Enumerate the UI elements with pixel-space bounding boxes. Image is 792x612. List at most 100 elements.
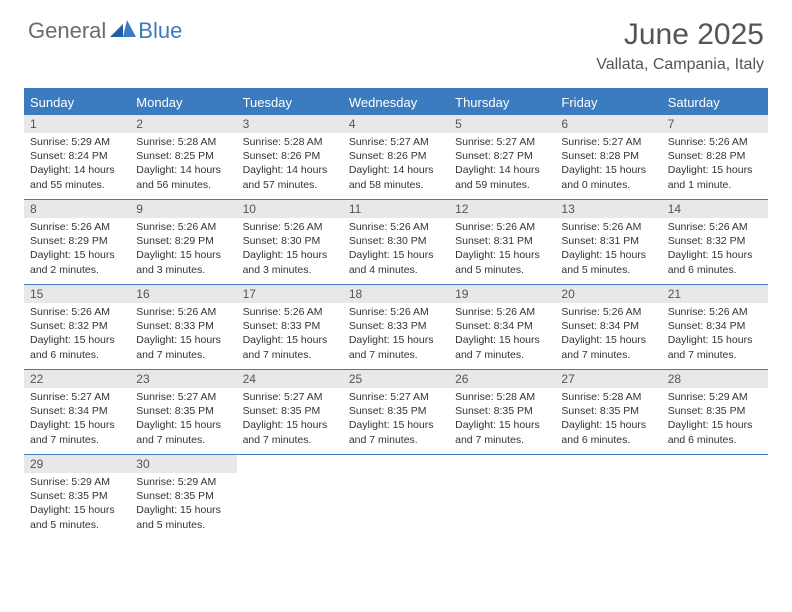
sunrise-text: Sunrise: 5:26 AM <box>30 220 124 234</box>
day-body: Sunrise: 5:26 AMSunset: 8:33 PMDaylight:… <box>343 303 449 368</box>
day-body: Sunrise: 5:26 AMSunset: 8:34 PMDaylight:… <box>662 303 768 368</box>
sunset-text: Sunset: 8:32 PM <box>30 319 124 333</box>
daylight-text: Daylight: 14 hours and 57 minutes. <box>243 163 337 191</box>
day-number: 1 <box>24 115 130 133</box>
day-body: Sunrise: 5:26 AMSunset: 8:32 PMDaylight:… <box>662 218 768 283</box>
sunset-text: Sunset: 8:28 PM <box>561 149 655 163</box>
sunset-text: Sunset: 8:35 PM <box>455 404 549 418</box>
day-body: Sunrise: 5:26 AMSunset: 8:32 PMDaylight:… <box>24 303 130 368</box>
sunrise-text: Sunrise: 5:26 AM <box>455 220 549 234</box>
day-header: Saturday <box>662 90 768 115</box>
day-number: 23 <box>130 370 236 388</box>
daylight-text: Daylight: 15 hours and 5 minutes. <box>455 248 549 276</box>
day-cell: 7Sunrise: 5:26 AMSunset: 8:28 PMDaylight… <box>662 115 768 199</box>
daylight-text: Daylight: 14 hours and 56 minutes. <box>136 163 230 191</box>
day-body: Sunrise: 5:27 AMSunset: 8:35 PMDaylight:… <box>130 388 236 453</box>
daylight-text: Daylight: 14 hours and 55 minutes. <box>30 163 124 191</box>
sunset-text: Sunset: 8:32 PM <box>668 234 762 248</box>
daylight-text: Daylight: 15 hours and 7 minutes. <box>243 333 337 361</box>
sunset-text: Sunset: 8:35 PM <box>136 489 230 503</box>
day-number: 30 <box>130 455 236 473</box>
day-body: Sunrise: 5:26 AMSunset: 8:30 PMDaylight:… <box>237 218 343 283</box>
day-cell: 24Sunrise: 5:27 AMSunset: 8:35 PMDayligh… <box>237 370 343 454</box>
title-block: June 2025 Vallata, Campania, Italy <box>596 18 764 74</box>
day-header: Sunday <box>24 90 130 115</box>
day-cell: 30Sunrise: 5:29 AMSunset: 8:35 PMDayligh… <box>130 455 236 539</box>
logo: General Blue <box>28 18 182 44</box>
day-body: Sunrise: 5:28 AMSunset: 8:25 PMDaylight:… <box>130 133 236 198</box>
day-cell: 14Sunrise: 5:26 AMSunset: 8:32 PMDayligh… <box>662 200 768 284</box>
day-cell: 12 Sunrise: 5:26 AMSunset: 8:31 PMDayligh… <box>449 200 555 284</box>
daylight-text: Daylight: 15 hours and 7 minutes. <box>561 333 655 361</box>
day-cell: 20Sunrise: 5:26 AMSunset: 8:34 PMDayligh… <box>555 285 661 369</box>
sunrise-text: Sunrise: 5:26 AM <box>668 305 762 319</box>
day-number: 21 <box>662 285 768 303</box>
day-body: Sunrise: 5:28 AMSunset: 8:35 PMDaylight:… <box>449 388 555 453</box>
sunrise-text: Sunrise: 5:26 AM <box>668 135 762 149</box>
day-body: Sunrise: 5:26 AMSunset: 8:33 PMDaylight:… <box>130 303 236 368</box>
sunset-text: Sunset: 8:30 PM <box>349 234 443 248</box>
day-number: 13 <box>555 200 661 218</box>
sunrise-text: Sunrise: 5:27 AM <box>455 135 549 149</box>
day-cell: 25Sunrise: 5:27 AMSunset: 8:35 PMDayligh… <box>343 370 449 454</box>
sunset-text: Sunset: 8:24 PM <box>30 149 124 163</box>
logo-mark-icon <box>110 20 136 43</box>
day-cell: 6 Sunrise: 5:27 AMSunset: 8:28 PMDaylight… <box>555 115 661 199</box>
sunrise-text: Sunrise: 5:26 AM <box>243 220 337 234</box>
sunrise-text: Sunrise: 5:27 AM <box>561 135 655 149</box>
day-number: 16 <box>130 285 236 303</box>
sunset-text: Sunset: 8:31 PM <box>455 234 549 248</box>
day-body: Sunrise: 5:27 AMSunset: 8:26 PMDaylight:… <box>343 133 449 198</box>
day-body: Sunrise: 5:29 AMSunset: 8:35 PMDaylight:… <box>662 388 768 453</box>
sunset-text: Sunset: 8:28 PM <box>668 149 762 163</box>
sunset-text: Sunset: 8:34 PM <box>30 404 124 418</box>
sunrise-text: Sunrise: 5:27 AM <box>349 390 443 404</box>
daylight-text: Daylight: 15 hours and 3 minutes. <box>243 248 337 276</box>
sunset-text: Sunset: 8:31 PM <box>561 234 655 248</box>
day-number: 28 <box>662 370 768 388</box>
daylight-text: Daylight: 15 hours and 1 minute. <box>668 163 762 191</box>
day-cell: 5Sunrise: 5:27 AMSunset: 8:27 PMDaylight… <box>449 115 555 199</box>
sunrise-text: Sunrise: 5:26 AM <box>243 305 337 319</box>
daylight-text: Daylight: 15 hours and 5 minutes. <box>561 248 655 276</box>
sunrise-text: Sunrise: 5:27 AM <box>30 390 124 404</box>
day-cell: 21Sunrise: 5:26 AMSunset: 8:34 PMDayligh… <box>662 285 768 369</box>
sunset-text: Sunset: 8:25 PM <box>136 149 230 163</box>
day-cell: 28Sunrise: 5:29 AMSunset: 8:35 PMDayligh… <box>662 370 768 454</box>
sunrise-text: Sunrise: 5:26 AM <box>561 305 655 319</box>
day-header: Thursday <box>449 90 555 115</box>
day-header-row: SundayMondayTuesdayWednesdayThursdayFrid… <box>24 90 768 115</box>
week-row: 15Sunrise: 5:26 AMSunset: 8:32 PMDayligh… <box>24 285 768 370</box>
sunrise-text: Sunrise: 5:28 AM <box>561 390 655 404</box>
day-number: 4 <box>343 115 449 133</box>
day-cell: 26Sunrise: 5:28 AMSunset: 8:35 PMDayligh… <box>449 370 555 454</box>
day-number: 22 <box>24 370 130 388</box>
day-header: Monday <box>130 90 236 115</box>
sunrise-text: Sunrise: 5:27 AM <box>243 390 337 404</box>
weeks-container: 1Sunrise: 5:29 AMSunset: 8:24 PMDaylight… <box>24 115 768 539</box>
day-body: Sunrise: 5:28 AMSunset: 8:26 PMDaylight:… <box>237 133 343 198</box>
day-number: 12 <box>449 200 555 218</box>
day-cell: 10Sunrise: 5:26 AMSunset: 8:30 PMDayligh… <box>237 200 343 284</box>
day-body: Sunrise: 5:26 AMSunset: 8:29 PMDaylight:… <box>24 218 130 283</box>
daylight-text: Daylight: 15 hours and 5 minutes. <box>136 503 230 531</box>
day-number: 9 <box>130 200 236 218</box>
daylight-text: Daylight: 15 hours and 0 minutes. <box>561 163 655 191</box>
day-number: 26 <box>449 370 555 388</box>
daylight-text: Daylight: 14 hours and 59 minutes. <box>455 163 549 191</box>
day-number: 5 <box>449 115 555 133</box>
day-number: 17 <box>237 285 343 303</box>
calendar: SundayMondayTuesdayWednesdayThursdayFrid… <box>24 88 768 539</box>
day-body: Sunrise: 5:29 AMSunset: 8:35 PMDaylight:… <box>130 473 236 538</box>
sunrise-text: Sunrise: 5:26 AM <box>561 220 655 234</box>
sunrise-text: Sunrise: 5:28 AM <box>136 135 230 149</box>
day-cell: 17Sunrise: 5:26 AMSunset: 8:33 PMDayligh… <box>237 285 343 369</box>
sunset-text: Sunset: 8:35 PM <box>136 404 230 418</box>
day-number: 6 <box>555 115 661 133</box>
day-cell <box>449 455 555 539</box>
day-cell: 1 Sunrise: 5:29 AMSunset: 8:24 PMDaylight… <box>24 115 130 199</box>
sunrise-text: Sunrise: 5:29 AM <box>30 135 124 149</box>
sunrise-text: Sunrise: 5:26 AM <box>349 305 443 319</box>
sunrise-text: Sunrise: 5:26 AM <box>136 305 230 319</box>
day-number: 19 <box>449 285 555 303</box>
